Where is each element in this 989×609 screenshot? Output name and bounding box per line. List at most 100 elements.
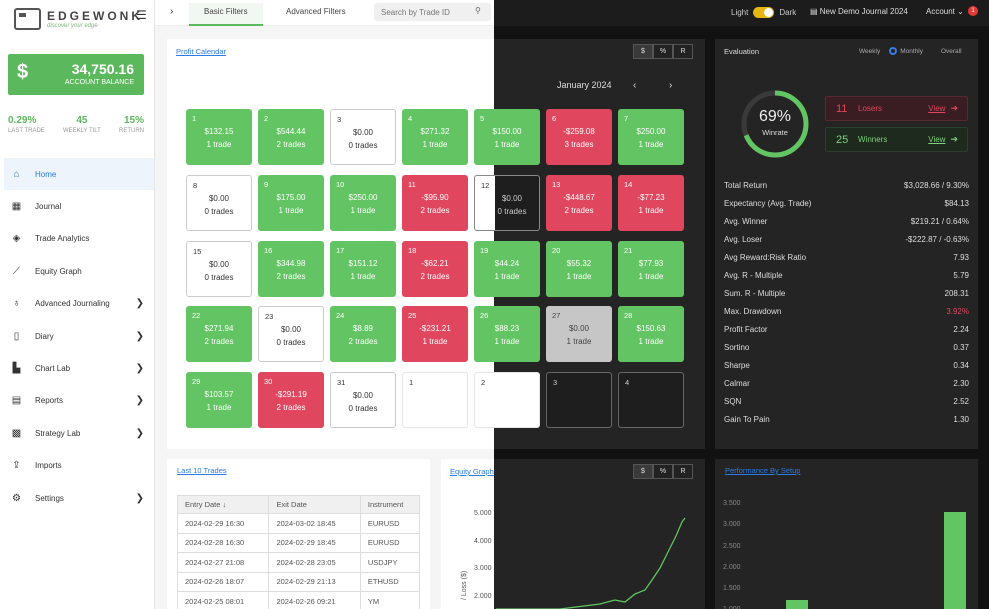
calendar-day[interactable]: 10 $250.00 1 trade xyxy=(330,175,396,231)
table-row[interactable]: 2024-02-28 16:30 2024-02-29 18:45 EURUSD xyxy=(176,532,421,553)
col-entry-date[interactable]: Entry Date ↓ xyxy=(176,495,270,514)
calendar-day[interactable]: 1 xyxy=(402,372,468,428)
day-trades: 0 trades xyxy=(276,338,306,347)
radio-selected-icon[interactable] xyxy=(889,47,898,55)
calendar-day[interactable]: 23 $0.00 0 trades xyxy=(258,306,324,362)
metric-row: Calmar 2.30 xyxy=(724,374,969,392)
calendar-day[interactable]: 27 $0.00 1 trade xyxy=(546,306,612,362)
calendar-day[interactable]: 25 -$231.21 1 trade xyxy=(402,306,468,362)
calendar-day[interactable]: 5 $150.00 1 trade xyxy=(474,109,540,165)
view-losers-link[interactable]: View xyxy=(928,104,946,113)
day-number: 31 xyxy=(337,378,346,387)
search-icon[interactable]: ⚲ xyxy=(475,6,481,15)
calendar-day[interactable]: 18 -$62.21 2 trades xyxy=(402,241,468,297)
unit-dollar-button[interactable]: $ xyxy=(633,464,653,479)
calendar-day[interactable]: 11 -$95.90 2 trades xyxy=(402,175,468,231)
calendar-day[interactable]: 13 -$448.67 2 trades xyxy=(546,175,612,231)
unit-r-button[interactable]: R xyxy=(673,44,693,59)
next-month-icon[interactable]: › xyxy=(669,80,673,91)
theme-toggle[interactable]: Light Dark xyxy=(731,7,796,18)
unit-dollar-button[interactable]: $ xyxy=(633,44,653,59)
tab-advanced-filters[interactable]: Advanced Filters xyxy=(286,7,346,16)
table-row[interactable]: 2024-02-29 16:30 2024-03-02 18:45 EURUSD xyxy=(176,513,421,534)
chevron-right-icon[interactable]: › xyxy=(170,6,174,17)
calendar-day[interactable]: 22 $271.94 2 trades xyxy=(186,306,252,362)
grid-icon: ▩ xyxy=(11,427,22,439)
day-trades: 1 trade xyxy=(350,272,376,281)
calendar-day[interactable]: 31 $0.00 0 trades xyxy=(330,372,396,428)
calendar-day[interactable]: 29 $103.57 1 trade xyxy=(186,372,252,428)
unit-r-button[interactable]: R xyxy=(673,464,693,479)
table-row[interactable]: 2024-02-26 18:07 2024-02-29 21:13 ETHUSD xyxy=(176,571,421,592)
day-trades: 1 trade xyxy=(206,140,232,149)
col-instrument[interactable]: Instrument xyxy=(359,495,421,514)
sidebar-item-settings[interactable]: ⚙ Settings ❯ xyxy=(12,492,144,504)
sidebar-item-equity-graph[interactable]: ⟋ Equity Graph xyxy=(13,265,82,277)
sidebar-item-home[interactable]: ⌂ Home xyxy=(4,158,154,191)
sidebar-item-strategy-lab[interactable]: ▩ Strategy Lab ❯ xyxy=(11,427,144,439)
logo[interactable]: EDGEWONK discover your edge xyxy=(14,8,143,30)
calendar-day[interactable]: 3 $0.00 0 trades xyxy=(330,109,396,165)
table-row[interactable]: 2024-02-27 21:08 2024-02-28 23:05 USDJPY xyxy=(176,552,421,573)
calendar-day[interactable]: 6 -$259.08 3 trades xyxy=(546,109,612,165)
day-pnl: $0.00 xyxy=(568,324,590,333)
day-trades: 1 trade xyxy=(206,403,232,412)
calendar-day[interactable]: 7 $250.00 1 trade xyxy=(618,109,684,165)
calendar-day[interactable]: 3 xyxy=(546,372,612,428)
tab-basic-filters[interactable]: Basic Filters xyxy=(189,3,263,26)
calendar-day[interactable]: 15 $0.00 0 trades xyxy=(186,241,252,297)
last-trades-title[interactable]: Last 10 Trades xyxy=(177,466,227,475)
calendar-day[interactable]: 2 xyxy=(474,372,540,428)
calendar-day[interactable]: 2 $544.44 2 trades xyxy=(258,109,324,165)
sidebar-item-imports[interactable]: ⇪ Imports xyxy=(12,460,62,472)
calendar-day[interactable]: 20 $55.32 1 trade xyxy=(546,241,612,297)
account-menu[interactable]: Account ⌄ xyxy=(926,7,964,16)
sidebar-item-diary[interactable]: ▯ Diary ❯ xyxy=(4,320,154,352)
calendar-day[interactable]: 4 xyxy=(618,372,684,428)
day-pnl: $55.32 xyxy=(566,259,592,268)
lightbulb-icon: ♁ xyxy=(12,298,21,310)
period-monthly[interactable]: Monthly xyxy=(900,47,923,55)
search-input[interactable] xyxy=(374,3,491,21)
arrow-right-icon[interactable]: ➔ xyxy=(950,103,958,113)
sidebar-item-reports[interactable]: ▤ Reports ❯ xyxy=(11,395,144,407)
performance-title[interactable]: Performance By Setup xyxy=(725,466,801,475)
book-icon: ▯ xyxy=(13,330,20,342)
arrow-right-icon[interactable]: ➔ xyxy=(950,134,958,144)
calendar-day[interactable]: 1 $132.15 1 trade xyxy=(186,109,252,165)
sidebar-item-trade-analytics[interactable]: ◈ Trade Analytics xyxy=(12,233,90,245)
table-row[interactable]: 2024-02-25 08:01 2024-02-26 09:21 YM xyxy=(176,591,421,609)
day-number: 26 xyxy=(480,311,489,320)
period-overall[interactable]: Overall xyxy=(940,47,962,55)
sidebar-item-advanced-journaling[interactable]: ♁ Advanced Journaling ❯ xyxy=(12,298,144,310)
calendar-day[interactable]: 16 $344.98 2 trades xyxy=(258,241,324,297)
calendar-day[interactable]: 26 $88.23 1 trade xyxy=(474,306,540,362)
menu-toggle-icon[interactable]: ☰ xyxy=(136,8,147,22)
calendar-day[interactable]: 19 $44.24 1 trade xyxy=(474,241,540,297)
period-weekly[interactable]: Weekly xyxy=(859,47,881,55)
theme-switch[interactable] xyxy=(753,7,775,18)
journal-selector[interactable]: ▤ New Demo Journal 2024 xyxy=(810,7,908,16)
view-winners-link[interactable]: View xyxy=(928,135,946,144)
sidebar-item-chart-lab[interactable]: ▙ Chart Lab ❯ xyxy=(12,363,144,375)
calendar-day[interactable]: 12 $0.00 0 trades xyxy=(474,175,540,231)
calendar-day[interactable]: 17 $151.12 1 trade xyxy=(330,241,396,297)
col-exit-date[interactable]: Exit Date xyxy=(268,495,361,514)
equity-graph-title[interactable]: Equity Graph xyxy=(450,467,494,476)
unit-percent-button[interactable]: % xyxy=(653,44,673,59)
metric-value: 1.30 xyxy=(953,414,969,424)
calendar-day[interactable]: 9 $175.00 1 trade xyxy=(258,175,324,231)
calendar-day[interactable]: 4 $271.32 1 trade xyxy=(402,109,468,165)
prev-month-icon[interactable]: ‹ xyxy=(633,80,637,91)
notification-badge[interactable]: 1 xyxy=(968,6,978,16)
unit-percent-button[interactable]: % xyxy=(653,464,673,479)
profit-calendar-title[interactable]: Profit Calendar xyxy=(176,47,227,56)
calendar-day[interactable]: 30 -$291.19 2 trades xyxy=(258,372,324,428)
sidebar-item-journal[interactable]: ▦ Journal xyxy=(11,201,62,213)
calendar-day[interactable]: 14 -$77.23 1 trade xyxy=(618,175,684,231)
calendar-day[interactable]: 21 $77.93 1 trade xyxy=(618,241,684,297)
calendar-day[interactable]: 24 $8.89 2 trades xyxy=(330,306,396,362)
calendar-day[interactable]: 8 $0.00 0 trades xyxy=(186,175,252,231)
calendar-day[interactable]: 28 $150.63 1 trade xyxy=(618,306,684,362)
day-trades: 0 trades xyxy=(204,273,234,282)
